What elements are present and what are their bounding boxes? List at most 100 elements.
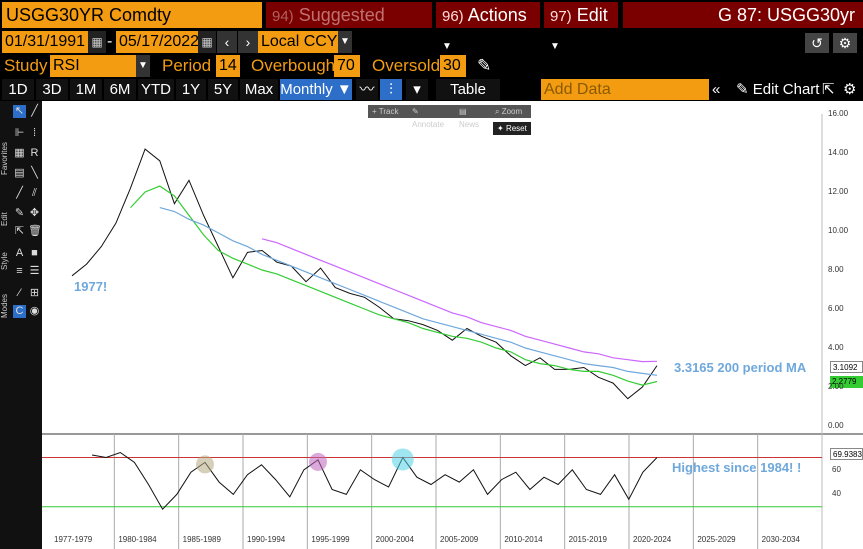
- range-ytd[interactable]: YTD: [138, 79, 174, 100]
- chevron-down-icon: ▼: [442, 41, 452, 52]
- edit-chart-button[interactable]: ✎ Edit Chart: [736, 79, 819, 100]
- crosshair-icon[interactable]: C: [13, 305, 26, 318]
- bar-chart-icon[interactable]: ⫶: [380, 79, 402, 100]
- collapse-icon[interactable]: «: [712, 81, 721, 98]
- pencil-icon[interactable]: ✎: [477, 56, 492, 75]
- range-max[interactable]: Max: [240, 79, 278, 100]
- menu-number: 96): [442, 8, 464, 25]
- list-icon[interactable]: ☰: [29, 265, 40, 277]
- font-icon[interactable]: A: [15, 247, 24, 259]
- line-chart-icon[interactable]: 〰: [356, 79, 378, 100]
- color-icon[interactable]: ◉: [29, 305, 40, 317]
- undo-button[interactable]: ↺: [805, 33, 829, 53]
- range-3d[interactable]: 3D: [36, 79, 68, 100]
- x-tick-label: 2020-2024: [633, 535, 672, 544]
- chevron-down-icon[interactable]: ▾: [406, 79, 428, 100]
- end-date-input[interactable]: 05/17/2022: [116, 31, 199, 53]
- export-icon[interactable]: ⇱: [822, 81, 835, 98]
- date-separator: -: [107, 33, 113, 50]
- draw-line-icon[interactable]: ╱: [31, 105, 38, 117]
- start-date-input[interactable]: 01/31/1991: [2, 31, 88, 53]
- x-tick-label: 2025-2029: [697, 535, 736, 544]
- tab-modes[interactable]: Modes: [0, 294, 9, 319]
- tab-style[interactable]: Style: [0, 252, 9, 270]
- x-tick-label: 2000-2004: [375, 535, 414, 544]
- range-5y[interactable]: 5Y: [208, 79, 238, 100]
- news-label: News: [459, 120, 480, 129]
- gear-icon[interactable]: ⚙: [843, 81, 857, 98]
- last-price-tag: 3.1092: [830, 361, 863, 373]
- chart-icon[interactable]: ▤: [14, 167, 25, 179]
- lines-icon[interactable]: ≡: [16, 265, 23, 277]
- track-label: Track: [378, 107, 399, 116]
- tab-favorites[interactable]: Favorites: [0, 142, 9, 176]
- period-input[interactable]: 14: [216, 55, 240, 77]
- x-tick-label: 2010-2014: [504, 535, 543, 544]
- chart-id: G 87: USGG30yr: [623, 2, 863, 28]
- x-tick-label: 2005-2009: [440, 535, 479, 544]
- period-label: Period: [162, 56, 212, 75]
- settings-button[interactable]: ⚙: [833, 33, 857, 53]
- y-tick-label: 10.00: [828, 226, 849, 235]
- menu-label: Edit: [576, 5, 608, 25]
- line-icon[interactable]: ╱: [16, 187, 23, 199]
- move-icon[interactable]: ✥: [29, 207, 40, 219]
- overbought-label: Overbought: [251, 56, 340, 75]
- oversold-input[interactable]: 30: [440, 55, 466, 77]
- prev-period-button[interactable]: ‹: [217, 31, 237, 53]
- edit-chart-label: Edit Chart: [752, 81, 820, 98]
- y-tick-label: 0.00: [828, 421, 844, 430]
- chevron-down-icon[interactable]: ▼: [338, 31, 352, 53]
- table-button[interactable]: Table: [436, 79, 500, 100]
- currency-select[interactable]: Local CCY: [258, 31, 338, 53]
- range-1y[interactable]: 1Y: [176, 79, 206, 100]
- overbought-input[interactable]: 70: [334, 55, 360, 77]
- study-select[interactable]: RSI: [50, 55, 136, 77]
- chart-svg: [42, 114, 863, 549]
- y-tick-label: 12.00: [828, 187, 849, 196]
- reset-button[interactable]: ✦ Reset: [493, 122, 531, 135]
- zoom-button[interactable]: ⌕ Zoom: [491, 105, 531, 118]
- fib-icon[interactable]: ⁞: [32, 127, 37, 139]
- fill-icon[interactable]: ■: [31, 247, 38, 259]
- frequency-select[interactable]: Monthly ▼: [280, 79, 352, 100]
- rsi-tick-label: 60: [832, 464, 841, 474]
- actions-menu[interactable]: 96) Actions ▼: [436, 2, 540, 52]
- range-1m[interactable]: 1M: [70, 79, 102, 100]
- tab-edit[interactable]: Edit: [0, 212, 9, 226]
- calendar-icon[interactable]: ▦: [198, 31, 216, 53]
- plus-icon: +: [372, 107, 377, 116]
- news-button[interactable]: ▤ News: [455, 105, 491, 129]
- chevron-down-icon[interactable]: ▼: [136, 55, 150, 77]
- grid-icon[interactable]: ▦: [14, 147, 25, 159]
- chart-area[interactable]: + Track ✎ Annotate ▤ News ⌕ Zoom ✦ Reset…: [42, 101, 863, 549]
- range-1d[interactable]: 1D: [2, 79, 34, 100]
- y-tick-label: 14.00: [828, 148, 849, 157]
- channel-icon[interactable]: ⫽: [32, 187, 37, 199]
- trend-icon[interactable]: ╲: [31, 167, 38, 179]
- add-data-input[interactable]: Add Data: [541, 79, 709, 100]
- range-6m[interactable]: 6M: [104, 79, 136, 100]
- ruler-icon[interactable]: ⊩: [14, 127, 25, 139]
- ma-blue-line: [159, 207, 658, 376]
- annotate-button[interactable]: ✎ Annotate: [408, 105, 455, 129]
- security-field[interactable]: USGG30YR Comdty: [2, 2, 262, 28]
- calendar-icon[interactable]: ▦: [88, 31, 106, 53]
- x-tick-label: 1977-1979: [54, 535, 93, 544]
- title-bar: USGG30YR Comdty 94) Suggested Charts 96)…: [0, 0, 863, 53]
- r-icon[interactable]: R: [30, 147, 39, 159]
- cursor-icon[interactable]: ↖: [13, 105, 26, 118]
- trash-icon[interactable]: 🗑: [28, 225, 42, 237]
- select-icon[interactable]: ⇱: [14, 225, 25, 237]
- edit-menu[interactable]: 97) Edit ▼: [544, 2, 618, 52]
- track-button[interactable]: + Track: [368, 105, 408, 118]
- next-period-button[interactable]: ›: [238, 31, 258, 53]
- pencil-icon: ✎: [412, 107, 419, 116]
- x-tick-label: 1985-1989: [182, 535, 221, 544]
- pencil-icon[interactable]: ✎: [14, 207, 25, 219]
- zoom-icon: ⌕: [495, 107, 500, 116]
- grid-small-icon[interactable]: ⊞: [29, 287, 40, 299]
- x-tick-label: 2030-2034: [761, 535, 800, 544]
- suggested-charts-menu[interactable]: 94) Suggested Charts: [266, 2, 432, 53]
- brush-icon[interactable]: ⁄: [18, 287, 21, 299]
